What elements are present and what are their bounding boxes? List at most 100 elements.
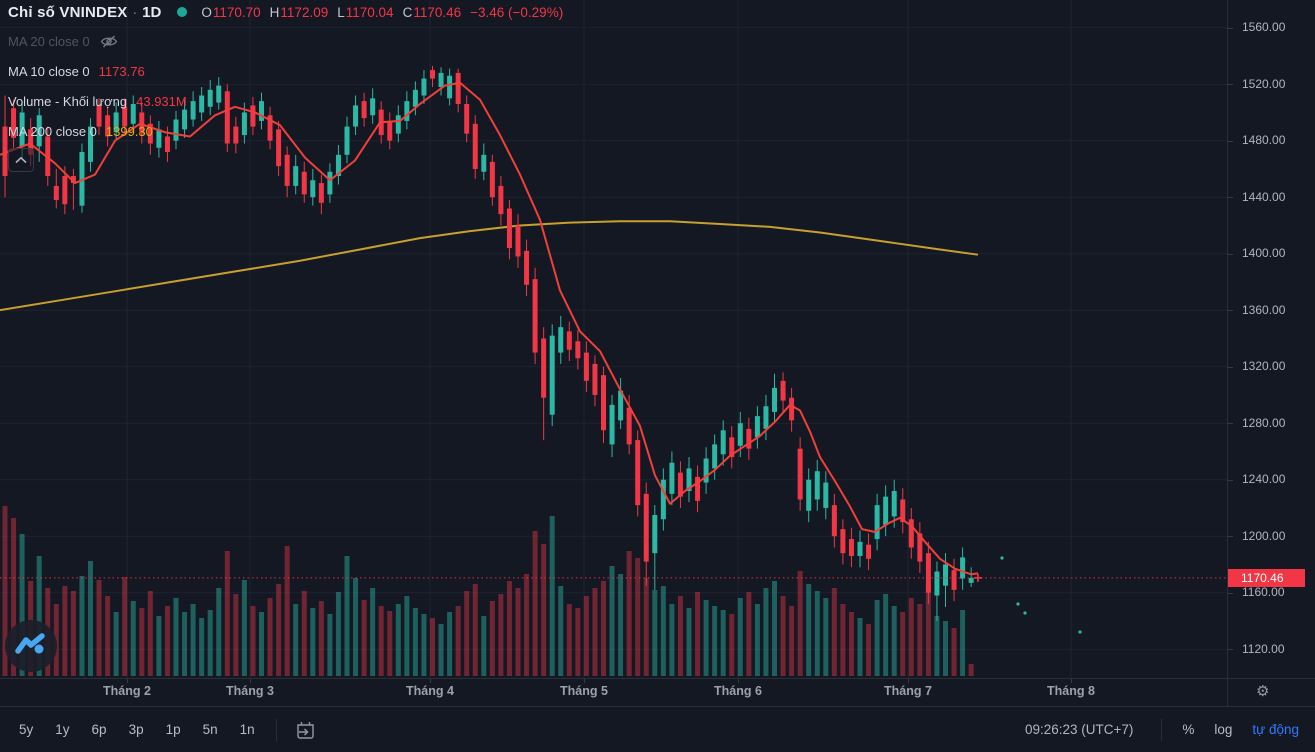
volume-bar bbox=[139, 608, 145, 676]
price-tick bbox=[1228, 310, 1233, 312]
range-button-5n[interactable]: 5n bbox=[202, 722, 218, 737]
timeframe-label: 1D bbox=[142, 3, 162, 21]
gear-icon[interactable]: ⚙ bbox=[1256, 683, 1270, 700]
candle-body bbox=[626, 407, 632, 445]
toolbar-right-group: 09:26:23 (UTC+7) % log tự động bbox=[1024, 718, 1299, 741]
month-label: Tháng 5 bbox=[560, 684, 608, 698]
volume-bar bbox=[421, 614, 427, 676]
collapse-legend-button[interactable] bbox=[8, 148, 34, 172]
volume-bar bbox=[455, 606, 461, 676]
close-value: 1170.46 bbox=[413, 4, 462, 20]
price-tick bbox=[1228, 423, 1233, 425]
candle-body bbox=[259, 101, 264, 121]
candle-body bbox=[618, 390, 624, 421]
candle-body bbox=[207, 89, 213, 107]
candle-body bbox=[695, 476, 701, 501]
candle-body bbox=[489, 161, 495, 198]
volume-value: 43.931M bbox=[136, 93, 187, 109]
candle-body bbox=[421, 78, 427, 96]
volume-bar bbox=[335, 592, 341, 676]
volume-bar bbox=[378, 606, 384, 676]
indicator-row-ma200[interactable]: MA 200 close 0 1399.30 bbox=[8, 122, 563, 140]
indicator-row-ma20[interactable]: MA 20 close 0 bbox=[8, 32, 563, 50]
volume-bar bbox=[130, 601, 136, 676]
range-button-1n[interactable]: 1n bbox=[239, 722, 255, 737]
candle-body bbox=[293, 166, 299, 186]
volume-bar bbox=[19, 534, 25, 676]
volume-bar bbox=[831, 588, 837, 676]
volume-bar bbox=[934, 616, 940, 676]
go-to-date-button[interactable] bbox=[295, 720, 316, 740]
candle-body bbox=[88, 126, 93, 162]
log-scale-button[interactable]: log bbox=[1214, 722, 1233, 737]
candle-body bbox=[652, 515, 658, 554]
tradingview-logo[interactable] bbox=[4, 619, 58, 678]
range-button-3p[interactable]: 3p bbox=[128, 722, 144, 737]
price-tick bbox=[1228, 649, 1233, 651]
price-tick bbox=[1228, 253, 1233, 255]
volume-label: Volume - Khối lượng bbox=[8, 93, 128, 109]
candle-body bbox=[481, 154, 487, 172]
indicator-row-volume[interactable]: Volume - Khối lượng 43.931M bbox=[8, 92, 563, 110]
volume-bar bbox=[840, 604, 846, 676]
candle-body bbox=[122, 106, 128, 127]
close-label: C bbox=[402, 4, 413, 20]
volume-bar bbox=[746, 592, 752, 676]
symbol-row[interactable]: Chỉ số VNINDEX · 1D O1170.70 H1172.09 L1… bbox=[8, 3, 563, 21]
time-axis[interactable]: ⚙ Tháng 2 Tháng 3 Tháng 4 Tháng 5 Tháng 6 Thá… bbox=[0, 678, 1315, 707]
price-label: 1280.00 bbox=[1242, 415, 1286, 430]
volume-bar bbox=[224, 551, 230, 676]
range-button-5y[interactable]: 5y bbox=[19, 722, 34, 737]
volume-bar bbox=[866, 624, 872, 676]
auto-scale-button[interactable]: tự động bbox=[1252, 722, 1299, 737]
candle-body bbox=[318, 183, 324, 203]
price-label: 1120.00 bbox=[1242, 641, 1285, 656]
candle-body bbox=[857, 541, 863, 556]
candle-body bbox=[532, 279, 538, 353]
candle-body bbox=[455, 72, 461, 104]
candle-body bbox=[643, 493, 649, 562]
range-button-1y[interactable]: 1y bbox=[55, 722, 70, 737]
volume-bar bbox=[62, 586, 68, 676]
volume-bar bbox=[797, 571, 803, 676]
candle-body bbox=[353, 105, 359, 127]
volume-bar bbox=[147, 591, 153, 676]
volume-bar bbox=[618, 574, 624, 676]
volume-bar bbox=[284, 546, 290, 676]
indicator-row-ma10[interactable]: MA 10 close 0 1173.76 bbox=[8, 62, 563, 80]
price-label: 1360.00 bbox=[1242, 302, 1286, 317]
month-label: Tháng 8 bbox=[1047, 684, 1095, 698]
volume-bar bbox=[754, 604, 760, 676]
candle-body bbox=[267, 115, 273, 141]
chart-canvas[interactable] bbox=[0, 0, 1227, 678]
time-tick bbox=[430, 679, 431, 683]
toolbar-separator-left bbox=[275, 718, 277, 741]
candle-body bbox=[498, 185, 504, 215]
candle-body bbox=[635, 440, 641, 506]
candle-body bbox=[583, 352, 589, 381]
volume-bar bbox=[532, 531, 538, 676]
volume-bar bbox=[857, 618, 863, 676]
range-button-1p[interactable]: 1p bbox=[165, 722, 181, 737]
candle-body bbox=[310, 180, 316, 198]
ma10-value: 1173.76 bbox=[98, 63, 145, 79]
candle-body bbox=[541, 338, 547, 398]
candle-body bbox=[840, 529, 846, 554]
price-tick bbox=[1228, 536, 1233, 538]
volume-bar bbox=[823, 598, 829, 676]
percent-scale-button[interactable]: % bbox=[1182, 722, 1195, 737]
volume-bar bbox=[344, 556, 350, 676]
last-price-badge: 1170.46 bbox=[1228, 568, 1305, 587]
month-label: Tháng 7 bbox=[884, 684, 932, 698]
volume-bar bbox=[464, 591, 470, 676]
volume-bar bbox=[635, 558, 641, 676]
candle-body bbox=[438, 72, 444, 88]
eye-off-icon[interactable] bbox=[100, 34, 118, 49]
ma20-label: MA 20 close 0 bbox=[8, 33, 90, 49]
range-button-6p[interactable]: 6p bbox=[91, 722, 107, 737]
candle-body bbox=[147, 123, 153, 144]
volume-bar bbox=[524, 574, 530, 676]
price-axis[interactable]: 1560.00 1520.00 1480.00 1440.00 1400.00 1360.… bbox=[1227, 0, 1315, 678]
clock-label[interactable]: 09:26:23 (UTC+7) bbox=[1024, 722, 1134, 737]
candle-body bbox=[720, 430, 726, 455]
